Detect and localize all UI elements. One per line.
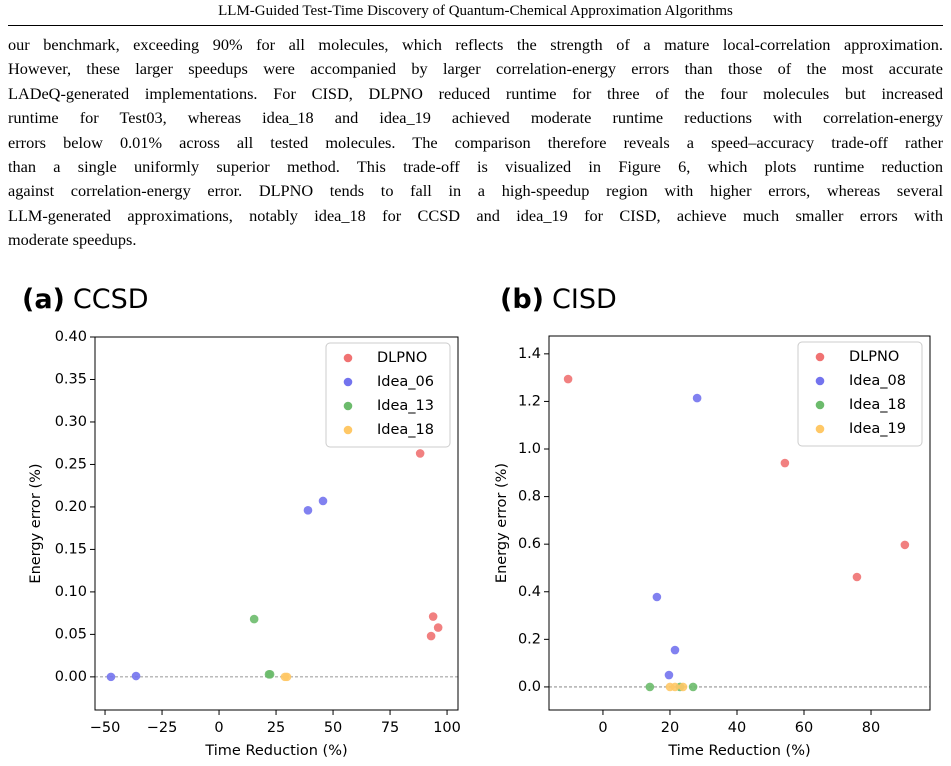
x-tick-label: −25 — [147, 720, 178, 736]
text-line: However, these larger speedups were acco… — [8, 59, 943, 79]
text-line: than a single uniformly superior method.… — [8, 157, 943, 177]
text-line: LLM-generated approximations, notably id… — [8, 205, 943, 225]
text-line: against correlation-energy error. DLPNO … — [8, 181, 943, 201]
y-tick-label: 1.0 — [518, 441, 541, 457]
legend-marker — [815, 352, 825, 362]
text-line: our benchmark, exceeding 90% for all mol… — [8, 35, 943, 54]
scatter-point — [852, 572, 862, 582]
y-tick-label: 0.15 — [55, 541, 87, 557]
y-tick-label: 0.25 — [55, 456, 87, 472]
scatter-point — [415, 449, 425, 458]
axes-frame — [548, 335, 931, 711]
x-tick-label: 40 — [728, 720, 746, 736]
title-text: CISD — [552, 284, 617, 315]
scatter-point — [433, 623, 443, 632]
scatter-point — [652, 592, 662, 602]
scatter-point — [131, 671, 141, 681]
legend-label: Idea_13 — [377, 398, 434, 414]
legend-marker — [815, 376, 825, 386]
scatter-point — [265, 670, 275, 679]
scatter-point — [688, 682, 698, 692]
scatter-point — [563, 374, 573, 384]
y-tick-label: 0.6 — [518, 536, 541, 552]
panel-label: (a) — [22, 284, 65, 315]
panel-label: (b) — [500, 284, 544, 315]
scatter-point — [780, 458, 790, 468]
x-tick-label: 80 — [862, 720, 880, 736]
legend-label: Idea_18 — [377, 422, 434, 438]
y-tick-label: 0.05 — [55, 626, 87, 642]
legend-marker — [343, 377, 353, 387]
x-tick-label: 75 — [381, 720, 399, 736]
y-tick-label: 0.35 — [55, 371, 87, 387]
scatter-point — [282, 672, 292, 682]
y-axis-label: Energy error (%) — [494, 463, 510, 583]
x-tick-label: 20 — [661, 720, 679, 736]
x-tick-label: 100 — [433, 720, 461, 736]
scatter-point — [249, 614, 259, 624]
paragraph: our benchmark, exceeding 90% for all mol… — [8, 33, 943, 253]
y-tick-label: 0.20 — [55, 499, 87, 515]
x-axis-label: Time Reduction (%) — [204, 743, 347, 759]
x-tick-label: 0 — [214, 720, 223, 736]
legend-marker — [343, 425, 353, 435]
scatter-point — [692, 393, 702, 403]
text-line: runtime for Test03, whereas idea_18 and … — [8, 108, 943, 128]
legend-box — [325, 342, 451, 448]
scatter-point — [670, 645, 680, 655]
y-tick-label: 1.4 — [518, 346, 541, 362]
legend-marker — [815, 424, 825, 434]
legend-marker — [343, 401, 353, 411]
scatter-point — [900, 540, 910, 550]
scatter-point — [678, 682, 688, 692]
legend-marker — [343, 353, 353, 363]
y-tick-label: 0.4 — [518, 584, 541, 600]
text-line: moderate speedups. — [8, 230, 137, 250]
scatter-point — [664, 670, 674, 680]
x-axis-label: Time Reduction (%) — [667, 743, 810, 759]
y-tick-label: 0.0 — [518, 679, 541, 695]
y-tick-label: 0.30 — [55, 414, 87, 430]
running-header: LLM-Guided Test-Time Discovery of Quantu… — [218, 3, 733, 19]
scatter-point — [428, 612, 438, 621]
y-tick-label: 0.10 — [55, 584, 87, 600]
y-tick-label: 0.00 — [55, 669, 87, 685]
legend-label: Idea_08 — [849, 373, 906, 389]
text-line: errors below 0.01% across all tested mol… — [8, 132, 943, 152]
scatter-point — [106, 672, 116, 682]
header-rule — [8, 25, 943, 26]
legend-label: DLPNO — [849, 349, 899, 365]
x-tick-label: −50 — [90, 720, 121, 736]
x-tick-label: 50 — [324, 720, 342, 736]
legend-marker — [815, 400, 825, 410]
legend-box — [797, 341, 923, 447]
axes-frame — [94, 336, 459, 711]
y-tick-label: 0.40 — [55, 329, 87, 345]
y-tick-label: 0.2 — [518, 631, 541, 647]
title-text: CCSD — [73, 284, 149, 315]
chart-title: (a) CCSD — [22, 284, 149, 315]
scatter-point — [670, 682, 680, 692]
x-tick-label: 25 — [267, 720, 285, 736]
text-line: LADeQ-generated implementations. For CIS… — [8, 83, 943, 103]
scatter-point — [426, 631, 436, 641]
y-tick-label: 0.8 — [518, 489, 541, 505]
scatter-point — [645, 682, 655, 692]
legend-label: Idea_06 — [377, 374, 434, 390]
y-axis-label: Energy error (%) — [28, 463, 44, 583]
legend-label: DLPNO — [377, 350, 427, 366]
y-tick-label: 1.2 — [518, 393, 541, 409]
x-tick-label: 0 — [598, 720, 607, 736]
x-tick-label: 60 — [795, 720, 813, 736]
legend-label: Idea_18 — [849, 397, 906, 413]
legend-label: Idea_19 — [849, 421, 906, 437]
scatter-point — [303, 506, 313, 515]
scatter-point — [318, 496, 328, 506]
chart-title: (b) CISD — [500, 284, 617, 315]
